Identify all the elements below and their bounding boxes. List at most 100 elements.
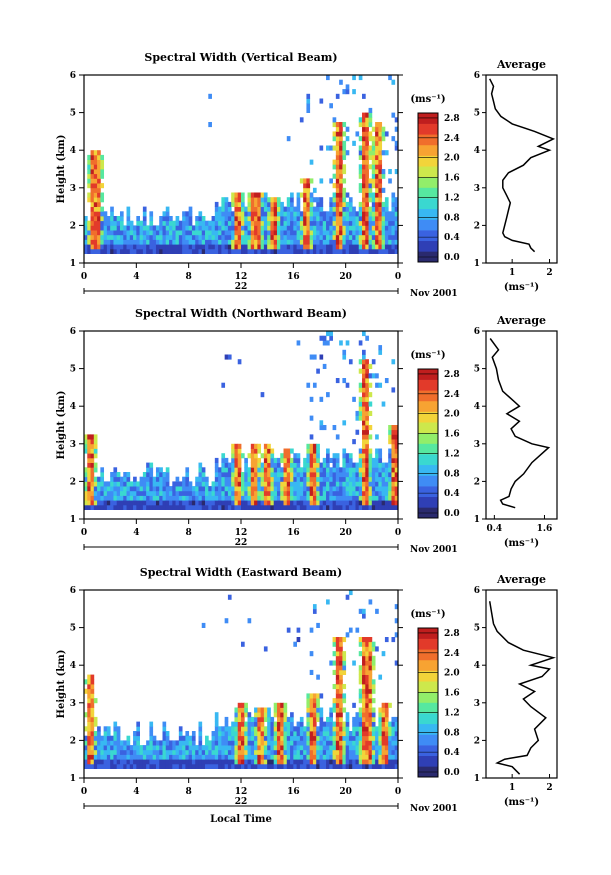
heatmap-cell [129, 481, 134, 487]
heatmap-cell [296, 467, 301, 473]
heatmap-cell [365, 754, 369, 760]
heatmap-cell [182, 234, 186, 240]
heatmap-cell [309, 230, 314, 236]
heatmap-cell [110, 230, 114, 236]
heatmap-cell [365, 745, 369, 751]
heatmap-cell [365, 230, 369, 236]
heatmap-cell [263, 216, 268, 222]
heatmap-cell [270, 726, 275, 732]
heatmap-cell [267, 467, 271, 473]
heatmap-cell [276, 490, 281, 496]
colorbar-tick-label: 1.2 [444, 708, 460, 718]
heatmap-cell [178, 500, 183, 506]
heatmap-cell [316, 759, 320, 765]
heatmap-cell [296, 481, 301, 487]
heatmap-cell [119, 481, 124, 487]
heatmap-cell [195, 481, 199, 487]
heatmap-cell [214, 754, 219, 760]
heatmap-cell [280, 481, 284, 487]
heatmap-cell [97, 159, 101, 165]
heatmap-cell [260, 735, 265, 741]
heatmap-cell [388, 244, 392, 250]
heatmap-cell [316, 731, 320, 737]
heatmap-cell [322, 486, 327, 492]
heatmap-cell [146, 230, 150, 236]
heatmap-cell [169, 500, 173, 506]
heatmap-cell [169, 745, 173, 751]
heatmap-cell [391, 486, 396, 492]
heatmap-cell [201, 495, 206, 501]
heatmap-cell [335, 178, 340, 184]
heatmap-cell [375, 183, 379, 189]
heatmap-cell [87, 716, 91, 722]
heatmap-cell [116, 754, 121, 760]
heatmap-cell [247, 490, 252, 496]
heatmap-cell [201, 239, 206, 245]
heatmap-cell [241, 216, 245, 222]
heatmap-cell [355, 234, 360, 240]
heatmap-cell [296, 192, 301, 198]
heatmap-cell [365, 429, 369, 435]
heatmap-cell [394, 169, 399, 175]
heatmap-cell [126, 225, 131, 231]
heatmap-cell [126, 745, 131, 751]
heatmap-cell [198, 500, 203, 506]
heatmap-cell [394, 234, 399, 240]
heatmap-cell [293, 225, 297, 231]
heatmap-cell [126, 476, 131, 482]
heatmap-cell [286, 467, 291, 473]
heatmap-cell [162, 216, 167, 222]
heatmap-cell [106, 248, 111, 254]
heatmap-cell [270, 248, 275, 254]
heatmap-cell [316, 234, 320, 240]
heatmap-cell [126, 220, 131, 226]
heatmap-cell [191, 500, 196, 506]
heatmap-cell [368, 136, 373, 142]
heatmap-cell [352, 740, 356, 746]
heatmap-cell [326, 220, 330, 226]
heatmap-cell [368, 735, 373, 741]
heatmap-cell [276, 239, 281, 245]
heatmap-cell [299, 500, 304, 506]
heatmap-cell [224, 763, 229, 769]
heatmap-cell [254, 495, 258, 501]
heatmap-cell [296, 457, 301, 463]
colorbar-segment [418, 230, 438, 242]
heatmap-cell [208, 749, 212, 755]
heatmap-cell [159, 500, 163, 506]
heatmap-cell [136, 721, 140, 727]
heatmap-cell [326, 145, 330, 151]
heatmap-cell [293, 504, 297, 510]
heatmap-cell [234, 220, 239, 226]
heatmap-cell [365, 490, 369, 496]
colorbar-tick-label: 0.4 [444, 489, 460, 499]
heatmap-cell [208, 239, 212, 245]
heatmap-cell [322, 481, 327, 487]
heatmap-cell [365, 206, 369, 212]
heatmap-cell [198, 234, 203, 240]
heatmap-cell [119, 740, 124, 746]
heatmap-cell [293, 220, 297, 226]
heatmap-cell [267, 457, 271, 463]
heatmap-cell [201, 504, 206, 510]
heatmap-cell [332, 495, 337, 501]
heatmap-cell [335, 378, 340, 384]
heatmap-cell [322, 225, 327, 231]
heatmap-cell [368, 178, 373, 184]
heatmap-cell [185, 749, 190, 755]
heatmap-cell [312, 211, 317, 217]
heatmap-cell [286, 486, 291, 492]
heatmap-cell [342, 651, 347, 657]
heatmap-cell [362, 726, 366, 732]
heatmap-cell [312, 472, 317, 478]
heatmap-cell [394, 476, 399, 482]
heatmap-cell [339, 201, 343, 207]
heatmap-cell [178, 490, 183, 496]
heatmap-cell [365, 220, 369, 226]
heatmap-cell [165, 504, 170, 510]
heatmap-cell [231, 763, 235, 769]
heatmap-cell [303, 230, 307, 236]
heatmap-cell [335, 131, 340, 137]
heatmap-cell [381, 763, 386, 769]
heatmap-cell [234, 234, 239, 240]
